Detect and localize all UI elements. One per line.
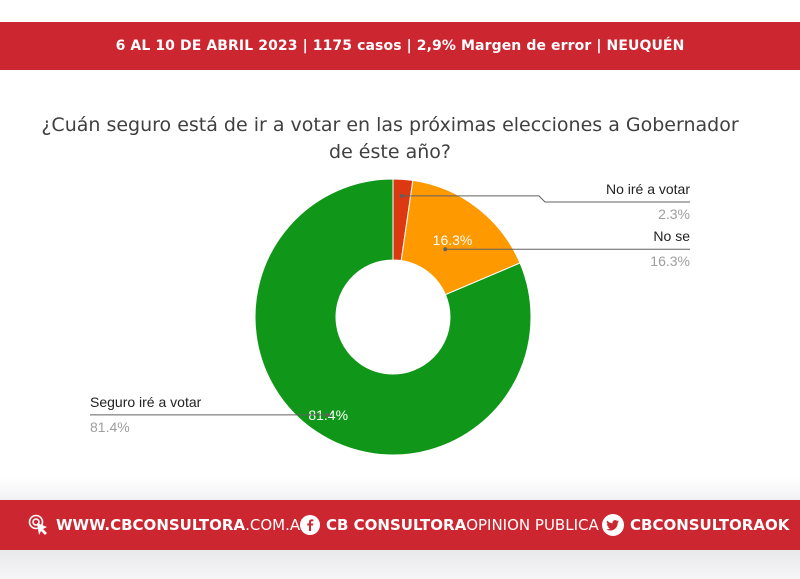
callout-label-no-ire-a-votar: No iré a votar: [606, 181, 690, 197]
slice-value-no-se: 16.3%: [433, 232, 473, 248]
callout-value-seguro-ire-a-votar: 81.4%: [90, 419, 130, 435]
footer-twitter[interactable]: CBCONSULTORAOK: [602, 500, 789, 550]
footer-website[interactable]: WWW.CBCONSULTORA .COM.AR: [28, 500, 311, 550]
callout-value-no-ire-a-votar: 2.3%: [658, 206, 690, 222]
leader-line-no-ire-a-votar: [401, 195, 690, 203]
cursor-click-icon: [28, 514, 50, 536]
bottom-band: [0, 550, 800, 579]
footer-gap: [0, 478, 800, 500]
callout-label-seguro-ire-a-votar: Seguro iré a votar: [90, 394, 202, 410]
donut-chart: 16.3% 81.4% No iré a votar 2.3% No se 16.3% Se…: [90, 178, 690, 456]
footer-twitter-handle: CBCONSULTORAOK: [630, 516, 790, 534]
footer-website-thin: .COM.AR: [245, 516, 311, 534]
chart-title: ¿Cuán seguro está de ir a votar en las p…: [41, 114, 739, 163]
footer-facebook-bold: CB CONSULTORA: [326, 516, 467, 534]
leader-dot-seguro-ire-a-votar: [326, 412, 331, 417]
slice-no-se: [400, 179, 521, 296]
footer-facebook-thin: OPINION PUBLICA: [466, 516, 599, 534]
facebook-icon: [300, 515, 320, 535]
slice-seguro-ire-a-votar: [254, 178, 532, 456]
leader-dot-no-ire-a-votar: [399, 193, 404, 198]
leader-dot-no-se: [443, 247, 448, 252]
footer-website-bold: WWW.CBCONSULTORA: [56, 516, 246, 534]
footer-bar: WWW.CBCONSULTORA .COM.AR CB CONSULTORA OP…: [0, 500, 800, 550]
footer-facebook[interactable]: CB CONSULTORA OPINION PUBLICA: [300, 500, 599, 550]
callout-value-no-se: 16.3%: [650, 253, 690, 269]
twitter-icon: [602, 514, 624, 536]
header-banner: 6 AL 10 DE ABRIL 2023 | 1175 casos | 2,9…: [0, 22, 800, 70]
header-banner-text: 6 AL 10 DE ABRIL 2023 | 1175 casos | 2,9…: [115, 38, 685, 54]
callout-label-no-se: No se: [653, 228, 690, 244]
